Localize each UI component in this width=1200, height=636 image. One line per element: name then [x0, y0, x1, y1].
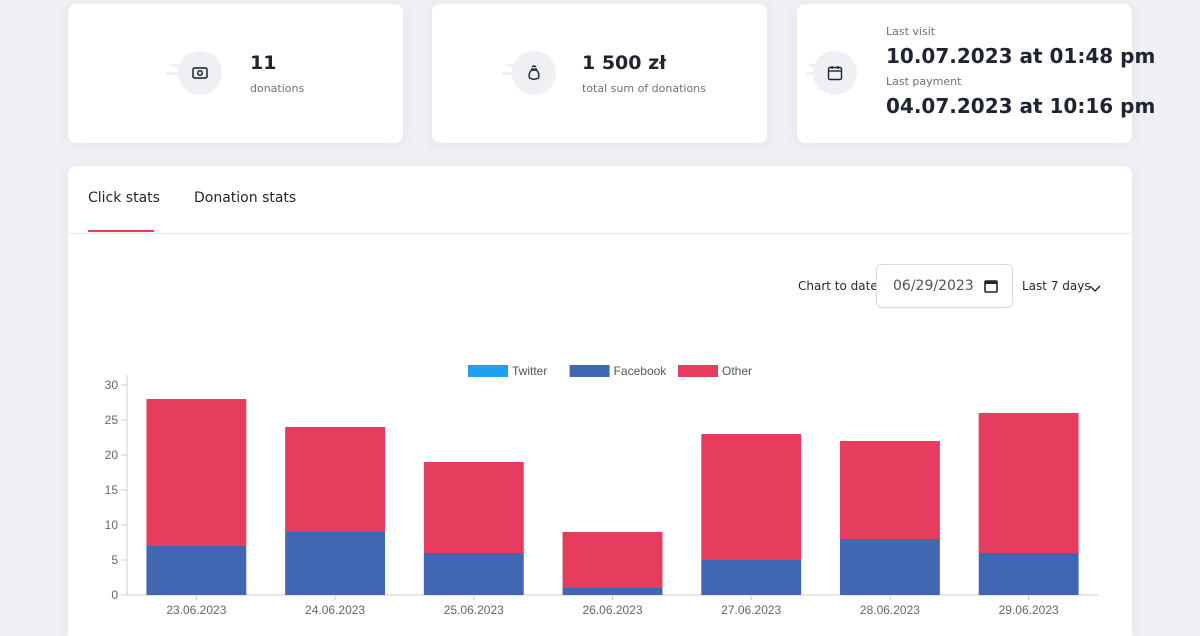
x-tick-label: 25.06.2023: [444, 603, 504, 617]
tab-donation-stats[interactable]: Donation stats: [194, 190, 297, 206]
y-tick-label: 10: [105, 518, 119, 532]
bar-facebook: [701, 560, 802, 595]
legend-swatch: [569, 365, 610, 377]
click-stats-chart: Twitter Facebook Other 0 5 10 15 20 25 30 23.06.20…: [105, 364, 1098, 617]
bar-other: [839, 441, 940, 539]
chevron-down-icon[interactable]: [1088, 281, 1102, 295]
legend-label: Other: [722, 364, 752, 378]
x-tick-label: 29.06.2023: [999, 603, 1059, 617]
x-tick-label: 26.06.2023: [582, 603, 642, 617]
last-visit-value: 10.07.2023 at 01:48 pm: [886, 44, 1156, 68]
chart-date-value: 06/29/2023: [893, 278, 974, 294]
decorative-swoosh: [502, 72, 520, 75]
donations-count: 11: [250, 52, 277, 74]
visits-card: Last visit 10.07.2023 at 01:48 pm Last p…: [797, 4, 1155, 143]
range-select[interactable]: Last 7 days: [1022, 279, 1091, 293]
chart-to-date-label: Chart to date: [798, 279, 878, 293]
legend-label: Facebook: [614, 364, 668, 378]
bar-other: [285, 427, 386, 532]
x-tick-label: 27.06.2023: [721, 603, 781, 617]
y-tick-label: 20: [105, 448, 119, 462]
donation-sum-card: 1 500 zł total sum of donations: [432, 4, 767, 143]
last-visit-label: Last visit: [886, 25, 936, 38]
bar-facebook: [146, 546, 247, 595]
bar-other: [423, 462, 524, 553]
y-tick-label: 0: [111, 588, 118, 602]
bar-other: [978, 413, 1079, 553]
bar-facebook: [839, 539, 940, 595]
y-tick-label: 5: [111, 553, 118, 567]
legend-label: Twitter: [512, 364, 547, 378]
bar-facebook: [978, 553, 1079, 595]
bar-other: [701, 434, 802, 560]
donations-card: 11 donations: [68, 4, 403, 143]
bar-facebook: [285, 532, 386, 595]
last-payment-value: 04.07.2023 at 10:16 pm: [886, 94, 1156, 118]
decorative-swoosh: [166, 72, 184, 75]
bar-facebook: [562, 588, 663, 595]
legend-swatch: [468, 365, 508, 377]
y-tick-label: 15: [105, 483, 119, 497]
chart-date-input[interactable]: 06/29/2023: [876, 264, 1013, 308]
money-bag-icon: [512, 51, 556, 95]
x-tick-label: 24.06.2023: [305, 603, 365, 617]
y-tick-label: 25: [105, 413, 119, 427]
last-payment-label: Last payment: [886, 75, 962, 88]
x-tick-label: 23.06.2023: [166, 603, 226, 617]
donation-sum-value: 1 500 zł: [582, 52, 667, 74]
tab-click-stats[interactable]: Click stats: [88, 190, 160, 206]
donations-label: donations: [250, 82, 305, 95]
bar-other: [562, 532, 663, 588]
bar-other: [146, 399, 247, 546]
donation-sum-label: total sum of donations: [582, 82, 706, 95]
calendar-icon: [813, 51, 857, 95]
calendar-picker-icon[interactable]: [983, 278, 999, 294]
legend-swatch: [678, 365, 718, 377]
active-tab-indicator: [88, 230, 154, 232]
stats-tabs: Click stats Donation stats: [68, 166, 1132, 234]
x-tick-label: 28.06.2023: [860, 603, 920, 617]
stats-panel: Click stats Donation stats Chart to date…: [68, 166, 1132, 636]
bar-facebook: [423, 553, 524, 595]
cash-icon: [178, 51, 222, 95]
y-tick-label: 30: [105, 378, 119, 392]
